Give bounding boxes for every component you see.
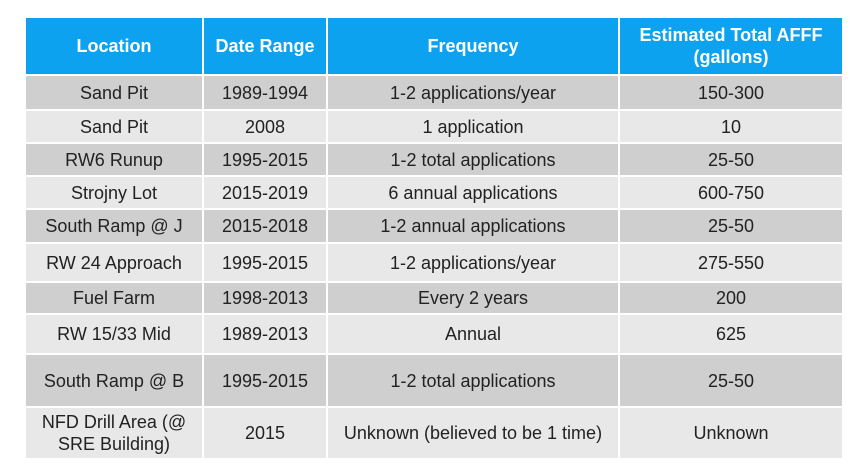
table-row: South Ramp @ J 2015-2018 1-2 annual appl… (24, 208, 844, 244)
cell-afff: 25-50 (618, 142, 844, 177)
cell-location: RW6 Runup (24, 142, 204, 177)
table-row: Strojny Lot 2015-2019 6 annual applicati… (24, 175, 844, 210)
cell-location: RW 24 Approach (24, 242, 204, 283)
cell-frequency: 1-2 total applications (326, 142, 620, 177)
cell-afff: 200 (618, 281, 844, 315)
cell-location: South Ramp @ J (24, 208, 204, 244)
cell-frequency: Every 2 years (326, 281, 620, 315)
cell-afff: 25-50 (618, 208, 844, 244)
cell-date-range: 2015 (202, 406, 328, 460)
cell-location: NFD Drill Area (@ SRE Building) (24, 406, 204, 460)
cell-location: Sand Pit (24, 109, 204, 144)
cell-frequency: 1-2 total applications (326, 353, 620, 408)
afff-table: Location Date Range Frequency Estimated … (24, 16, 844, 460)
cell-afff: 600-750 (618, 175, 844, 210)
header-row: Location Date Range Frequency Estimated … (24, 16, 844, 76)
table-row: Fuel Farm 1998-2013 Every 2 years 200 (24, 281, 844, 315)
cell-date-range: 1995-2015 (202, 142, 328, 177)
cell-location: Strojny Lot (24, 175, 204, 210)
cell-frequency: Unknown (believed to be 1 time) (326, 406, 620, 460)
table-row: South Ramp @ B 1995-2015 1-2 total appli… (24, 353, 844, 408)
cell-date-range: 2008 (202, 109, 328, 144)
cell-location: Sand Pit (24, 74, 204, 111)
header-location: Location (24, 16, 204, 76)
cell-date-range: 1995-2015 (202, 353, 328, 408)
cell-date-range: 1989-2013 (202, 313, 328, 355)
cell-afff: 10 (618, 109, 844, 144)
table-row: Sand Pit 1989-1994 1-2 applications/year… (24, 74, 844, 111)
cell-date-range: 1998-2013 (202, 281, 328, 315)
cell-afff: 25-50 (618, 353, 844, 408)
cell-location: Fuel Farm (24, 281, 204, 315)
cell-frequency: 1-2 applications/year (326, 242, 620, 283)
table-row: RW 24 Approach 1995-2015 1-2 application… (24, 242, 844, 283)
table-row: Sand Pit 2008 1 application 10 (24, 109, 844, 144)
cell-frequency: 1-2 applications/year (326, 74, 620, 111)
table-row: RW6 Runup 1995-2015 1-2 total applicatio… (24, 142, 844, 177)
cell-frequency: 1 application (326, 109, 620, 144)
cell-afff: 275-550 (618, 242, 844, 283)
cell-location: South Ramp @ B (24, 353, 204, 408)
cell-location: RW 15/33 Mid (24, 313, 204, 355)
cell-date-range: 2015-2018 (202, 208, 328, 244)
cell-afff: Unknown (618, 406, 844, 460)
cell-afff: 150-300 (618, 74, 844, 111)
cell-afff: 625 (618, 313, 844, 355)
cell-date-range: 2015-2019 (202, 175, 328, 210)
table-row: NFD Drill Area (@ SRE Building) 2015 Unk… (24, 406, 844, 460)
cell-frequency: 6 annual applications (326, 175, 620, 210)
header-date-range: Date Range (202, 16, 328, 76)
cell-frequency: 1-2 annual applications (326, 208, 620, 244)
cell-frequency: Annual (326, 313, 620, 355)
table-row: RW 15/33 Mid 1989-2013 Annual 625 (24, 313, 844, 355)
header-estimated-afff: Estimated Total AFFF (gallons) (618, 16, 844, 76)
header-frequency: Frequency (326, 16, 620, 76)
cell-date-range: 1995-2015 (202, 242, 328, 283)
cell-date-range: 1989-1994 (202, 74, 328, 111)
